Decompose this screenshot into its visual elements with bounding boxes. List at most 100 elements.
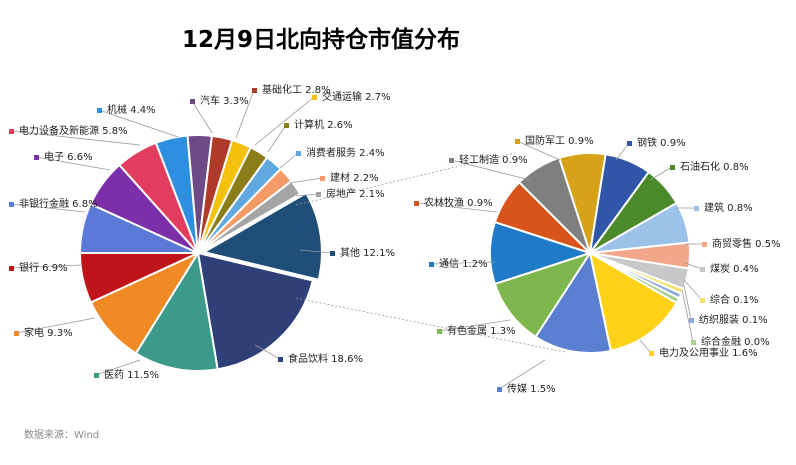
sub-slice-9 xyxy=(588,251,678,353)
main-leader-4 xyxy=(10,264,83,269)
sub-label-0-text: 国防军工 0.9% xyxy=(525,134,594,147)
sub-label-5: 煤炭 0.4% xyxy=(700,262,759,275)
main-leader-12 xyxy=(267,124,287,153)
connector-bottom xyxy=(295,297,566,353)
main-label-4-text: 银行 6.9% xyxy=(19,261,68,274)
main-leader-8 xyxy=(98,109,179,138)
main-leader-1 xyxy=(254,344,281,360)
main-label-2: 医药 11.5% xyxy=(94,369,159,381)
main-leader-10 xyxy=(235,89,255,139)
sub-label-4: 商贸零售 0.5% xyxy=(702,237,781,250)
main-label-3: 家电 9.3% xyxy=(14,326,73,339)
sub-label-12-text: 通信 1.2% xyxy=(439,258,488,270)
main-label-12: 计算机 2.6% xyxy=(284,118,353,131)
main-slice-0 xyxy=(201,191,323,281)
sub-leader-5 xyxy=(684,262,703,270)
sub-leader-8 xyxy=(681,289,694,343)
sub-leader-10 xyxy=(498,359,546,390)
main-label-13: 消费者服务 2.4% xyxy=(296,146,385,159)
sub-label-11: 有色金属 1.3% xyxy=(437,324,516,337)
sub-label-5-text: 煤炭 0.4% xyxy=(710,262,759,275)
sub-slice-11 xyxy=(493,251,593,339)
sub-label-12: 通信 1.2% xyxy=(429,258,488,270)
main-label-9: 汽车 3.3% xyxy=(190,94,249,107)
main-label-14-text: 建材 2.2% xyxy=(330,171,379,184)
main-leader-9 xyxy=(191,100,213,134)
main-label-1: 食品饮料 18.6% xyxy=(278,352,363,365)
sub-label-14-text: 轻工制造 0.9% xyxy=(459,153,528,166)
main-leader-0 xyxy=(299,249,333,254)
sub-label-6-text: 综合 0.1% xyxy=(710,293,759,306)
sub-label-7-text: 纺织服装 0.1% xyxy=(699,313,768,326)
main-slice-1 xyxy=(196,251,314,371)
sub-label-9-text: 电力及公用事业 1.6% xyxy=(659,346,758,359)
main-label-9-text: 汽车 3.3% xyxy=(200,94,249,107)
main-label-11: 交通运输 2.7% xyxy=(312,90,391,103)
main-label-1-text: 食品饮料 18.6% xyxy=(288,352,363,365)
main-slices xyxy=(78,134,323,372)
sub-leader-9 xyxy=(639,339,652,354)
sub-leader-2 xyxy=(649,166,673,181)
sub-leader-6 xyxy=(683,279,703,301)
main-label-8: 机械 4.4% xyxy=(97,103,156,116)
sub-label-3: 建筑 0.8% xyxy=(694,201,753,214)
sub-leader-1 xyxy=(615,142,630,161)
main-label-0-text: 其他 12.1% xyxy=(340,246,395,259)
chart-title: 12月9日北向持仓市值分布 xyxy=(182,27,461,53)
sub-label-8-text: 综合金融 0.0% xyxy=(701,335,770,348)
main-label-0: 其他 12.1% xyxy=(330,246,395,259)
main-leader-13 xyxy=(279,152,299,169)
sub-slice-10 xyxy=(534,250,612,354)
main-label-7: 电力设备及新能源 5.8% xyxy=(9,124,128,137)
connector-top xyxy=(295,152,516,206)
sub-label-2-text: 石油石化 0.8% xyxy=(680,160,749,173)
main-label-8-text: 机械 4.4% xyxy=(107,103,156,116)
sub-label-1: 钢铁 0.9% xyxy=(627,136,686,149)
sub-label-8: 综合金融 0.0% xyxy=(691,335,770,348)
main-leader-11 xyxy=(254,96,315,146)
main-leader-6 xyxy=(35,156,111,171)
sub-label-14: 轻工制造 0.9% xyxy=(449,153,528,166)
main-label-11-text: 交通运输 2.7% xyxy=(322,90,391,103)
main-label-15: 房地产 2.1% xyxy=(316,187,385,200)
data-source-note: 数据来源：Wind xyxy=(24,430,100,441)
main-leader-14 xyxy=(289,177,323,184)
main-label-14: 建材 2.2% xyxy=(320,171,379,184)
main-label-12-text: 计算机 2.6% xyxy=(294,118,353,131)
sub-leader-13 xyxy=(415,202,498,213)
main-label-5-text: 非银行金融 6.8% xyxy=(19,197,98,210)
main-label-6-text: 电子 6.6% xyxy=(44,150,93,163)
sub-label-11-text: 有色金属 1.3% xyxy=(447,324,516,337)
sub-leader-11 xyxy=(438,319,511,332)
main-leader-15 xyxy=(295,193,319,197)
main-label-5: 非银行金融 6.8% xyxy=(9,197,98,210)
sub-label-7: 纺织服装 0.1% xyxy=(689,313,768,326)
main-label-10-text: 基础化工 2.8% xyxy=(262,83,331,96)
sub-label-0: 国防军工 0.9% xyxy=(515,134,594,147)
sub-label-10: 传媒 1.5% xyxy=(497,383,556,395)
main-label-10: 基础化工 2.8% xyxy=(252,83,331,96)
main-label-13-text: 消费者服务 2.4% xyxy=(306,146,385,159)
sub-leader-0 xyxy=(516,140,561,161)
main-leader-7 xyxy=(10,130,141,146)
sub-label-6: 综合 0.1% xyxy=(700,293,759,306)
sub-label-13: 农林牧渔 0.9% xyxy=(414,196,493,209)
sub-label-1-text: 钢铁 0.9% xyxy=(637,136,686,149)
main-leader-3 xyxy=(15,317,96,334)
main-label-4: 银行 6.9% xyxy=(9,261,68,274)
sub-label-9: 电力及公用事业 1.6% xyxy=(649,346,758,359)
sub-label-2: 石油石化 0.8% xyxy=(670,160,749,173)
main-label-3-text: 家电 9.3% xyxy=(24,326,73,339)
sub-leader-7 xyxy=(683,284,692,321)
sub-leader-12 xyxy=(430,261,496,265)
main-slice-2 xyxy=(134,250,219,372)
sub-label-10-text: 传媒 1.5% xyxy=(507,383,556,395)
sub-slice-14 xyxy=(517,156,591,254)
main-label-15-text: 房地产 2.1% xyxy=(326,187,385,200)
main-label-6: 电子 6.6% xyxy=(34,150,93,163)
main-label-2-text: 医药 11.5% xyxy=(104,369,159,381)
sub-label-4-text: 商贸零售 0.5% xyxy=(712,237,781,250)
sub-label-13-text: 农林牧渔 0.9% xyxy=(424,196,493,209)
